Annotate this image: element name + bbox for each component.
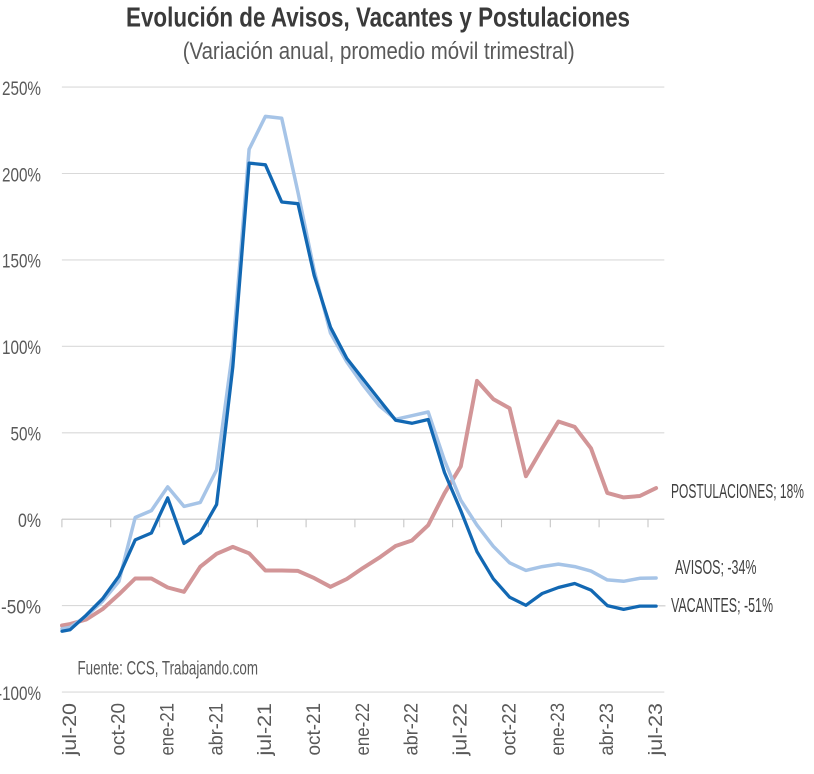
svg-text:ene-22: ene-22 [353,703,374,756]
svg-text:jul-22: jul-22 [451,703,472,757]
svg-text:100%: 100% [2,338,41,359]
svg-text:jul-23: jul-23 [646,703,667,757]
svg-text:oct-21: oct-21 [304,703,325,756]
svg-text:-100%: -100% [0,684,41,705]
svg-text:VACANTES; -51%: VACANTES; -51% [671,595,773,617]
svg-text:ene-23: ene-23 [548,703,569,756]
svg-text:Evolución de Avisos, Vacantes: Evolución de Avisos, Vacantes y Postulac… [126,1,630,32]
svg-text:jul-21: jul-21 [255,703,276,757]
svg-text:ene-21: ene-21 [157,703,178,756]
svg-text:jul-20: jul-20 [60,703,81,757]
svg-text:250%: 250% [2,79,41,100]
svg-text:Fuente: CCS, Trabajando.com: Fuente: CCS, Trabajando.com [78,658,259,680]
svg-text:50%: 50% [11,425,42,446]
svg-text:oct-20: oct-20 [109,703,130,756]
svg-text:AVISOS; -34%: AVISOS; -34% [675,557,757,579]
svg-text:0%: 0% [18,511,41,532]
svg-text:oct-22: oct-22 [499,703,520,756]
svg-text:-50%: -50% [1,597,41,618]
svg-text:150%: 150% [2,252,41,273]
svg-text:abr-23: abr-23 [597,703,618,756]
svg-text:POSTULACIONES; 18%: POSTULACIONES; 18% [671,481,804,503]
svg-text:abr-22: abr-22 [402,703,423,756]
svg-text:200%: 200% [2,165,41,186]
svg-text:(Variación anual, promedio móv: (Variación anual, promedio móvil trimest… [183,38,575,65]
svg-text:abr-21: abr-21 [206,703,227,756]
